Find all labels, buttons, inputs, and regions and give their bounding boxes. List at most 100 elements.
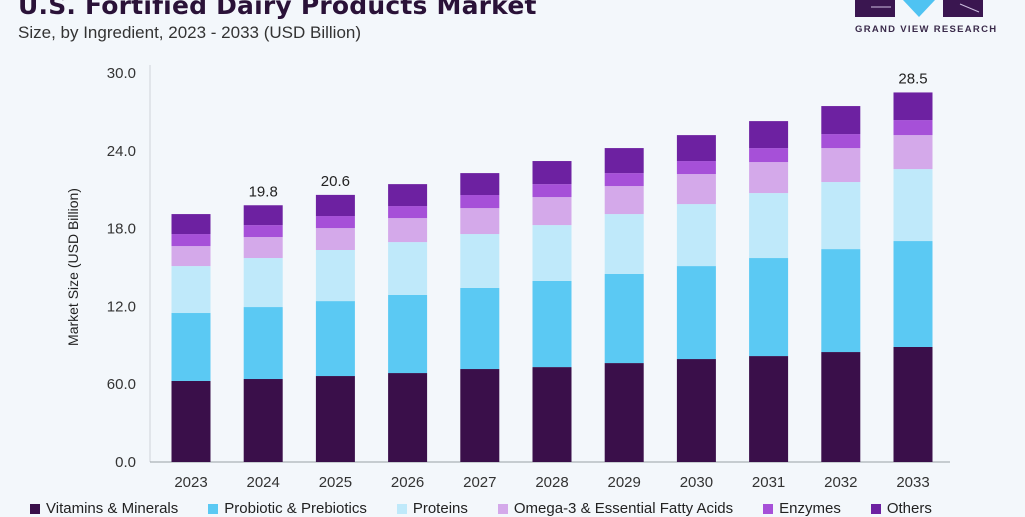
bar-segment-vitamins-minerals [460,369,500,462]
legend: Vitamins & Minerals Probiotic & Prebiotic… [0,500,1025,517]
bar-segment-probiotic-prebiotics [821,249,861,353]
bar-segment-probiotic-prebiotics [604,273,644,364]
legend-item: Vitamins & Minerals [30,500,178,517]
bar-segment-others [243,205,283,226]
y-axis-title: Market Size (USD Billion) [65,188,81,346]
bar-segment-vitamins-minerals [749,356,789,462]
bar-segment-enzymes [532,184,572,198]
bar-segment-vitamins-minerals [388,373,428,462]
x-tick-label: 2024 [247,474,280,491]
bar-segment-others [749,121,789,149]
bar-segment-proteins [171,266,211,314]
logo-text: GRAND VIEW RESEARCH [855,24,998,35]
legend-label: Probiotic & Prebiotics [224,500,367,517]
data-label-total: 20.6 [321,173,350,190]
bar-segment-vitamins-minerals [243,379,283,462]
bar-segment-others [893,92,933,121]
legend-item: Enzymes [763,500,841,517]
bar-segment-proteins [893,169,933,242]
bar-segment-enzymes [460,195,500,209]
bar-segment-omega-3-essential-fatty-acids [821,148,861,183]
legend-label: Others [886,500,932,517]
bar-segment-vitamins-minerals [821,352,861,462]
legend-item: Probiotic & Prebiotics [208,500,367,517]
bar-segment-omega-3-essential-fatty-acids [604,186,644,215]
legend-swatch [30,503,40,514]
bar-segment-others [388,184,428,207]
legend-item: Proteins [396,500,468,517]
bar-segment-omega-3-essential-fatty-acids [315,228,355,250]
bar-segment-others [821,106,861,135]
chart-title: U.S. Fortified Dairy Products Market [18,0,537,20]
legend-swatch [497,503,508,514]
legend-item: Others [870,500,932,517]
x-tick-label: 2033 [896,474,929,491]
bar-segment-enzymes [893,120,933,136]
legend-swatch [763,503,774,514]
bar-segment-enzymes [749,148,789,163]
bar-segment-others [604,148,644,174]
bar-segment-vitamins-minerals [604,363,644,462]
bar-segment-enzymes [315,216,355,229]
legend-swatch [208,503,219,514]
bar-segment-proteins [821,182,861,250]
x-tick-label: 2026 [391,474,424,491]
bar-segment-enzymes [676,161,716,175]
bar-segment-probiotic-prebiotics [676,266,716,360]
bar-segment-omega-3-essential-fatty-acids [171,246,211,267]
bar-segment-vitamins-minerals [676,359,716,462]
bar-segment-others [532,161,572,185]
bar-segment-enzymes [388,206,428,219]
grand-view-research-logo [855,0,983,17]
bar-segment-others [315,194,355,217]
bar-segment-probiotic-prebiotics [460,287,500,370]
y-tick-label: 0.0 [115,454,136,471]
bar-segment-omega-3-essential-fatty-acids [388,218,428,243]
x-tick-label: 2030 [680,474,713,491]
bar-segment-omega-3-essential-fatty-acids [460,208,500,235]
bar-segment-vitamins-minerals [171,380,211,462]
legend-label: Proteins [412,500,468,517]
bar-segment-proteins [388,242,428,295]
bar-segment-vitamins-minerals [532,367,572,462]
bar-segment-vitamins-minerals [315,376,355,462]
legend-label: Vitamins & Minerals [46,500,179,517]
bar-segment-probiotic-prebiotics [243,307,283,380]
x-tick-label: 2025 [319,474,352,491]
bar-segment-probiotic-prebiotics [749,258,789,357]
legend-label: Enzymes [779,500,841,517]
x-tick-label: 2028 [535,474,568,491]
x-tick-label: 2032 [824,474,857,491]
x-tick-label: 2031 [752,474,785,491]
bar-segment-omega-3-essential-fatty-acids [893,135,933,170]
x-tick-label: 2027 [463,474,496,491]
bar-segment-proteins [243,258,283,308]
bar-segment-enzymes [821,134,861,149]
bar-segment-omega-3-essential-fatty-acids [243,237,283,259]
legend-item: Omega-3 & Essential Fatty Acids [497,500,734,517]
bar-segment-omega-3-essential-fatty-acids [676,174,716,205]
bar-segment-others [460,173,500,196]
y-tick-label: 12.0 [107,298,136,315]
data-label-total: 19.8 [249,183,278,200]
x-tick-label: 2029 [608,474,641,491]
legend-swatch [396,503,407,514]
bar-segment-enzymes [243,225,283,238]
bar-segment-probiotic-prebiotics [893,241,933,347]
bar-segment-probiotic-prebiotics [388,294,428,374]
x-tick-label: 2023 [174,474,207,491]
bar-segment-enzymes [604,173,644,187]
bar-segment-probiotic-prebiotics [171,313,211,381]
bar-segment-probiotic-prebiotics [315,301,355,377]
legend-label: Omega-3 & Essential Fatty Acids [513,500,734,517]
data-label-total: 28.5 [898,70,927,87]
bar-segment-proteins [532,225,572,281]
bar-segment-probiotic-prebiotics [532,280,572,368]
bar-segment-proteins [460,234,500,288]
y-tick-label: 60.0 [107,376,136,393]
bar-segment-proteins [749,193,789,259]
bar-segment-others [171,214,211,235]
bar-segment-vitamins-minerals [893,346,933,462]
y-tick-label: 30.0 [107,65,136,82]
